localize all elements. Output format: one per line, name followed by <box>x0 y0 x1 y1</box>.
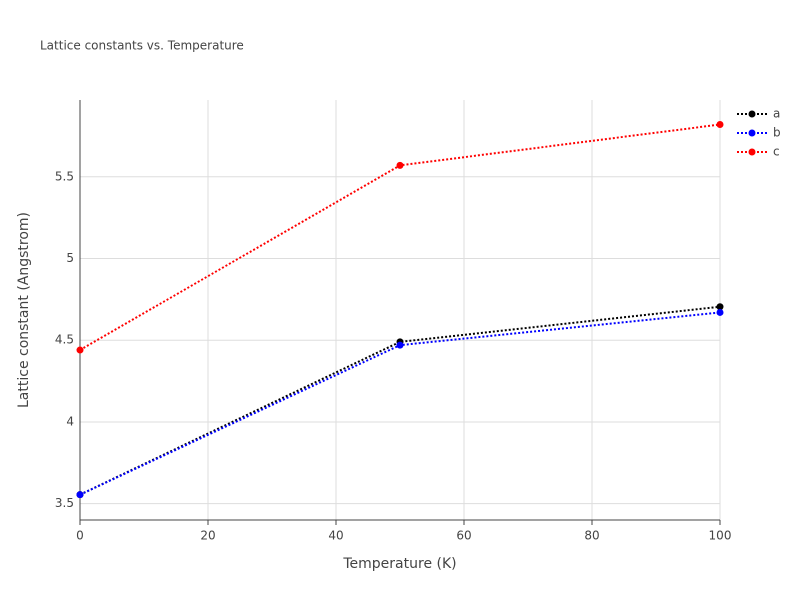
chart-title: Lattice constants vs. Temperature <box>40 39 244 53</box>
x-axis-label: Temperature (K) <box>342 556 456 572</box>
data-point <box>396 341 404 349</box>
legend-label: b <box>773 126 781 140</box>
x-tick-label: 60 <box>456 529 471 543</box>
y-tick-label: 3.5 <box>55 496 74 510</box>
y-axis-label: Lattice constant (Angstrom) <box>16 212 32 408</box>
data-point <box>76 346 84 354</box>
y-tick-label: 4 <box>66 414 74 428</box>
legend-marker <box>748 129 756 137</box>
x-tick-label: 80 <box>584 529 599 543</box>
data-point <box>396 161 404 169</box>
y-tick-label: 5.5 <box>55 169 74 183</box>
data-point <box>716 303 724 311</box>
data-point <box>716 121 724 129</box>
x-tick-label: 100 <box>709 529 732 543</box>
x-tick-label: 40 <box>328 529 343 543</box>
legend-label: c <box>773 145 780 159</box>
legend-label: a <box>773 107 780 121</box>
x-tick-label: 0 <box>76 529 84 543</box>
data-point <box>76 491 84 499</box>
series-line <box>79 123 721 351</box>
series-line <box>79 305 721 496</box>
y-tick-label: 5 <box>66 251 74 265</box>
legend-marker <box>748 148 756 156</box>
legend-marker <box>748 110 756 118</box>
x-tick-label: 20 <box>200 529 215 543</box>
y-tick-label: 4.5 <box>55 333 74 347</box>
data-point <box>716 308 724 316</box>
